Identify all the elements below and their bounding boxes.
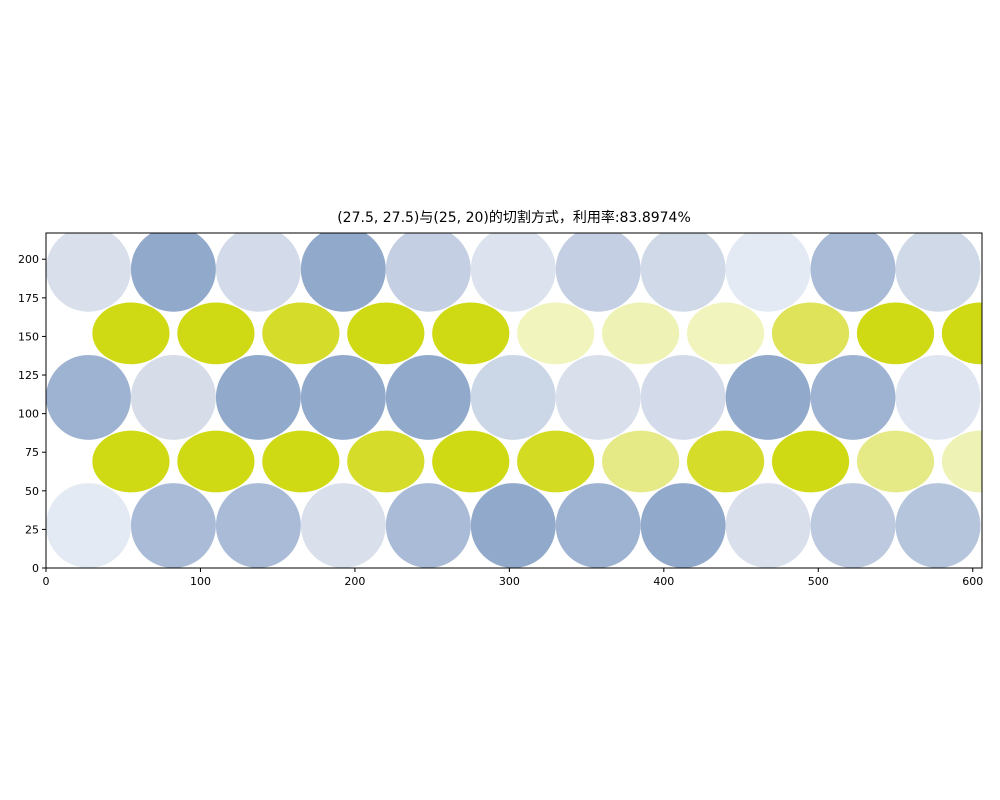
circle-piece-27 [470, 233, 556, 312]
circle-piece-20 [810, 354, 896, 440]
circle-piece-9 [810, 483, 896, 568]
circle-piece-29 [640, 233, 726, 312]
y-tick-label: 0 [32, 562, 39, 575]
x-tick-label: 0 [43, 575, 50, 588]
chart-title: (27.5, 27.5)与(25, 20)的切割方式，利用率:83.8974% [337, 210, 691, 226]
y-tick-label: 50 [25, 485, 39, 498]
ellipse-piece-8 [771, 430, 850, 493]
circle-piece-15 [385, 354, 471, 440]
ellipse-piece-16 [517, 302, 595, 365]
circle-piece-32 [895, 233, 981, 312]
ellipse-piece-5 [517, 430, 595, 493]
circle-piece-31 [810, 233, 896, 312]
y-tick-label: 125 [18, 369, 39, 382]
circle-piece-14 [300, 354, 386, 440]
circle-piece-26 [385, 233, 471, 312]
circle-piece-19 [725, 354, 811, 440]
x-tick-label: 600 [962, 575, 983, 588]
ellipse-piece-20 [856, 302, 935, 365]
ellipse-piece-3 [347, 430, 425, 493]
circle-piece-5 [470, 483, 556, 568]
circle-piece-16 [470, 354, 556, 440]
circle-piece-23 [130, 233, 216, 312]
circle-piece-8 [725, 483, 811, 568]
ellipse-piece-13 [262, 302, 340, 365]
circle-piece-13 [215, 354, 301, 440]
circle-piece-11 [46, 354, 131, 440]
ellipse-piece-4 [432, 430, 510, 493]
circle-piece-24 [215, 233, 301, 312]
ellipse-piece-10 [941, 430, 982, 493]
x-tick-label: 100 [190, 575, 211, 588]
y-tick-label: 75 [25, 446, 39, 459]
plot-frame [45, 232, 983, 569]
y-tick-label: 150 [18, 330, 39, 343]
circle-piece-30 [725, 233, 811, 312]
circle-piece-22 [46, 233, 131, 312]
y-tick-label: 100 [18, 408, 39, 421]
y-tick-label: 25 [25, 523, 39, 536]
y-tick-label: 200 [18, 253, 39, 266]
ellipse-piece-18 [686, 302, 765, 365]
circle-piece-4 [385, 483, 471, 568]
circle-piece-17 [555, 354, 641, 440]
x-tick-label: 400 [653, 575, 674, 588]
ellipse-piece-19 [771, 302, 850, 365]
circle-piece-7 [640, 483, 726, 568]
circle-piece-0 [46, 483, 131, 568]
circle-piece-18 [640, 354, 726, 440]
circle-piece-2 [215, 483, 301, 568]
ellipse-piece-21 [941, 302, 982, 365]
ellipse-piece-2 [262, 430, 340, 493]
circle-piece-21 [895, 354, 981, 440]
circle-piece-12 [130, 354, 216, 440]
y-tick-label: 175 [18, 292, 39, 305]
ellipse-piece-14 [347, 302, 425, 365]
ellipse-piece-12 [177, 302, 255, 365]
circle-piece-25 [300, 233, 386, 312]
ellipse-piece-6 [602, 430, 680, 493]
x-tick-label: 500 [808, 575, 829, 588]
circle-piece-3 [300, 483, 386, 568]
ellipse-piece-7 [686, 430, 765, 493]
circle-piece-6 [555, 483, 641, 568]
ellipse-piece-17 [602, 302, 680, 365]
x-tick-label: 200 [344, 575, 365, 588]
circle-piece-1 [130, 483, 216, 568]
ellipse-piece-0 [92, 430, 170, 493]
ellipse-piece-11 [92, 302, 170, 365]
circle-piece-10 [895, 483, 981, 568]
ellipse-piece-15 [432, 302, 510, 365]
circle-piece-28 [555, 233, 641, 312]
ellipse-piece-1 [177, 430, 255, 493]
ellipse-piece-9 [856, 430, 935, 493]
x-tick-label: 300 [499, 575, 520, 588]
